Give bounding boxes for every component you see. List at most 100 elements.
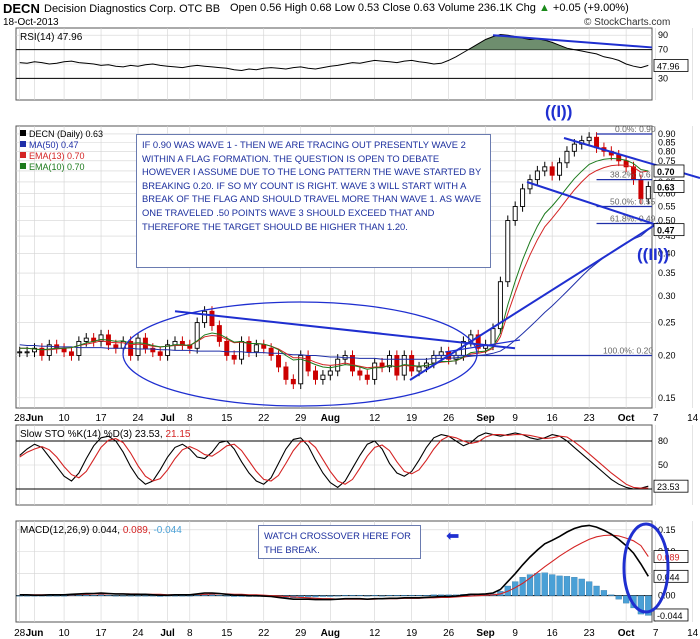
price-tick-label: 0.20 bbox=[658, 350, 676, 360]
macd-histogram-bar bbox=[349, 595, 356, 596]
price-tick-label: 0.25 bbox=[658, 318, 676, 328]
candle-body bbox=[542, 166, 548, 172]
macd-histogram-bar bbox=[541, 572, 548, 596]
macd-histogram-bar bbox=[83, 594, 90, 596]
x-axis-tick-label: 9 bbox=[512, 628, 518, 639]
macd-histogram-bar bbox=[208, 594, 216, 596]
macd-histogram-bar bbox=[430, 594, 437, 596]
fib-level-label: 61.8%: 0.49 bbox=[610, 214, 656, 224]
x-axis-tick-label: 15 bbox=[221, 628, 233, 639]
macd-histogram-bar bbox=[571, 577, 578, 596]
stat-label-open: Open bbox=[230, 2, 260, 14]
x-axis-tick-label: 15 bbox=[221, 413, 233, 424]
macd-histogram-bar bbox=[179, 595, 186, 597]
price-value-tag bbox=[653, 180, 685, 193]
candle-body bbox=[209, 310, 215, 327]
sto-k-value: 23.53, bbox=[135, 429, 166, 440]
macd-histogram-bar bbox=[593, 585, 600, 596]
macd-histogram-bar bbox=[120, 595, 127, 597]
price-value-tag bbox=[653, 164, 685, 178]
macd-crossover-circle bbox=[622, 522, 670, 614]
x-axis-tick-label: 14 bbox=[687, 413, 699, 424]
candle-body bbox=[490, 328, 496, 346]
sto-tick-label: 80 bbox=[658, 436, 668, 446]
macd-value-tag bbox=[653, 608, 689, 622]
macd-histogram-bar bbox=[645, 595, 652, 616]
price-legend-entry: DECN (Daily) 0.63 bbox=[29, 129, 103, 139]
macd-legend: MACD(12,26,9) 0.044, 0.089, -0.044 bbox=[20, 525, 182, 536]
date-label: 18-Oct-2013 bbox=[3, 17, 59, 28]
candle-body bbox=[98, 334, 104, 342]
x-axis-tick-label: 23 bbox=[584, 628, 596, 639]
candle-body bbox=[246, 340, 252, 353]
x-axis-tick-label: Oct bbox=[618, 413, 635, 424]
candle-body bbox=[564, 150, 570, 164]
candle-body bbox=[357, 370, 363, 376]
x-axis-tick-label: 24 bbox=[132, 413, 144, 424]
macd-histogram-bar bbox=[519, 577, 526, 596]
x-axis-tick-label: 16 bbox=[547, 413, 559, 424]
x-axis-tick-label: Jun bbox=[26, 413, 44, 424]
sto-value-tag-label: 23.53 bbox=[657, 482, 680, 492]
price-tick-label: 0.35 bbox=[658, 268, 676, 278]
price-tick-label: 0.60 bbox=[658, 189, 676, 199]
price-tick-label: 0.50 bbox=[658, 216, 676, 226]
candle-body bbox=[350, 355, 355, 372]
candle-body bbox=[313, 370, 318, 380]
macd-histogram-bar bbox=[378, 595, 386, 597]
x-axis-tick-label: Aug bbox=[321, 413, 340, 424]
candle-body bbox=[320, 374, 326, 380]
rsi-overbought-fill bbox=[467, 34, 571, 50]
rsi-legend: RSI(14) 47.96 bbox=[20, 32, 83, 43]
candle-body bbox=[520, 188, 526, 207]
price-value-tag-label: 0.70 bbox=[657, 167, 675, 177]
macd-histogram-bar bbox=[393, 595, 400, 596]
rsi-tick-label: 30 bbox=[658, 73, 668, 83]
candle-body bbox=[394, 355, 400, 376]
macd-histogram-bar bbox=[112, 595, 119, 597]
macd-histogram-bar bbox=[305, 595, 312, 598]
copyright-label: © StockCharts.com bbox=[584, 17, 671, 28]
candle-body bbox=[187, 344, 193, 349]
price-tick-label: 0.15 bbox=[658, 393, 676, 403]
x-axis-tick-label: 9 bbox=[512, 413, 518, 424]
rsi-tick-label: 70 bbox=[658, 45, 668, 55]
macd-histogram-bar bbox=[327, 595, 334, 597]
macd-histogram-bar bbox=[356, 595, 363, 596]
x-axis-tick-label: Jul bbox=[160, 413, 175, 424]
candle-body bbox=[283, 366, 289, 380]
x-axis-tick-label: 26 bbox=[443, 413, 455, 424]
x-axis-tick-label: Jul bbox=[160, 628, 175, 639]
macd-legend-part: 0.089, bbox=[123, 525, 154, 536]
left-arrow-icon: ⬅ bbox=[446, 528, 459, 545]
macd-value-tag-label: -0.044 bbox=[657, 611, 683, 621]
sto-value-tag bbox=[653, 479, 689, 493]
price-legend-entry: EMA(10) 0.70 bbox=[29, 162, 85, 172]
macd-value-tag bbox=[653, 550, 689, 563]
uptrend-line bbox=[409, 222, 659, 381]
macd-histogram-bar bbox=[60, 595, 68, 597]
x-axis-tick-label: 23 bbox=[584, 413, 596, 424]
candle-body bbox=[623, 160, 629, 168]
base-ellipse bbox=[122, 301, 478, 407]
macd-histogram-bar bbox=[578, 578, 585, 596]
macd-histogram-bar bbox=[526, 574, 534, 596]
price-value-tag-label: 0.63 bbox=[657, 182, 675, 192]
macd-histogram-bar bbox=[90, 595, 97, 596]
sto-tick-label: 50 bbox=[658, 460, 668, 470]
candle-body bbox=[231, 355, 237, 360]
candle-body bbox=[83, 337, 89, 342]
candle-body bbox=[386, 355, 392, 368]
macd-histogram-bar bbox=[423, 595, 430, 596]
stat-value-chg: +0.05 (+9.00%) bbox=[552, 2, 629, 14]
x-axis-tick-label: Sep bbox=[476, 628, 494, 639]
candle-body bbox=[24, 351, 30, 354]
stat-value-volume: 236.1K bbox=[477, 2, 513, 14]
price-legend-swatch bbox=[20, 130, 26, 136]
downtrend-line bbox=[174, 310, 516, 350]
x-axis-tick-label: 17 bbox=[95, 413, 107, 424]
macd-histogram-bar bbox=[149, 595, 156, 597]
candle-body bbox=[327, 370, 333, 376]
macd-histogram-bar bbox=[16, 595, 23, 597]
up-arrow-icon: ▲ bbox=[538, 2, 553, 14]
